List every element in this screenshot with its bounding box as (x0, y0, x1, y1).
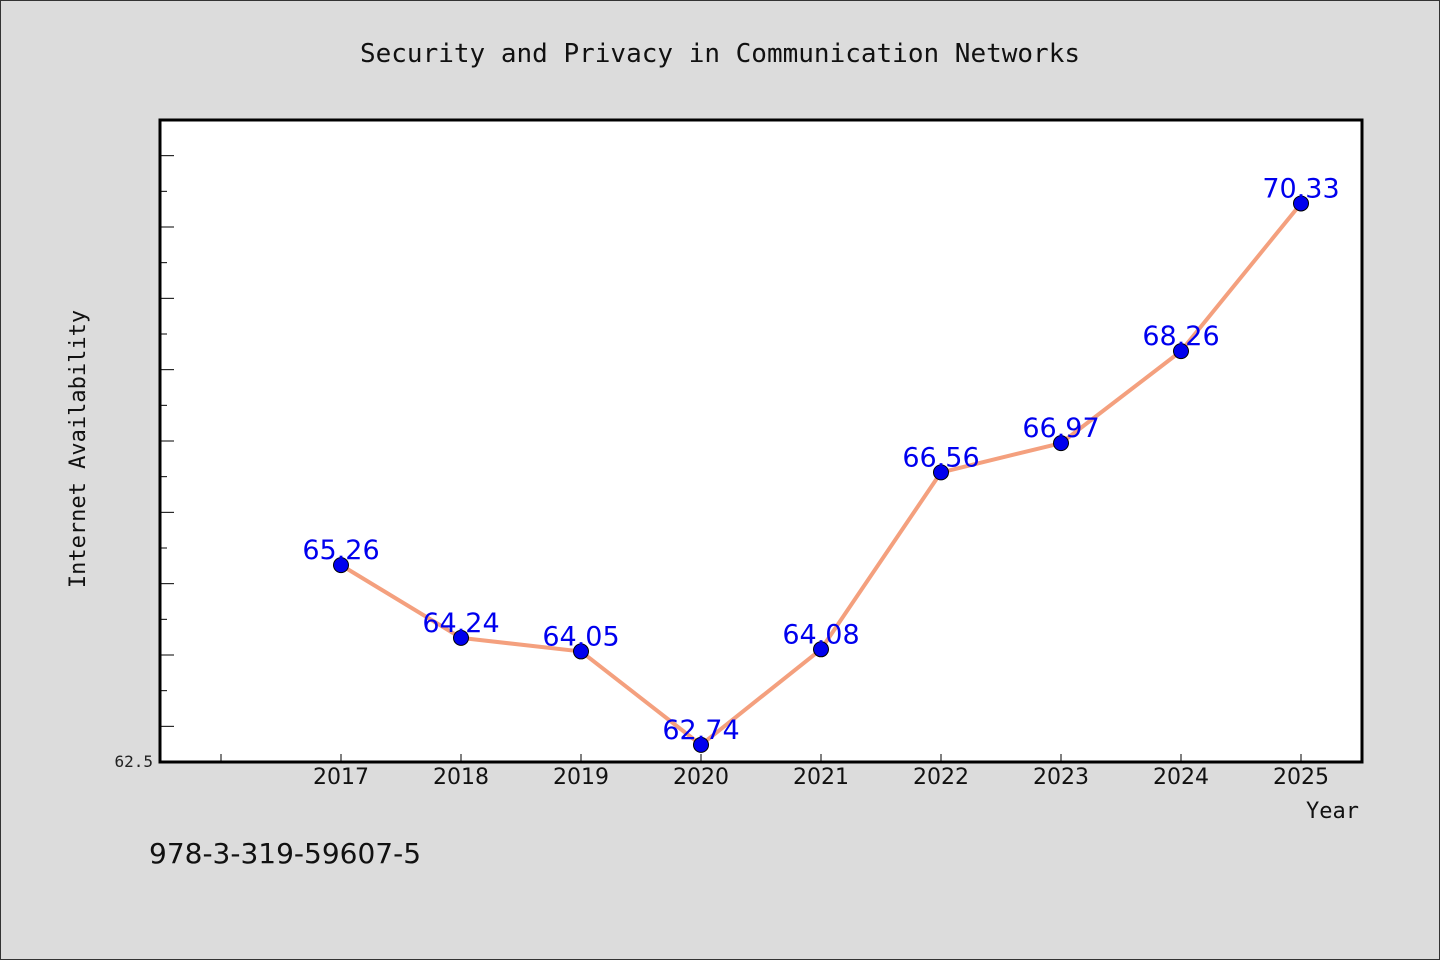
data-label: 66.56 (902, 442, 979, 473)
series-points-group (333, 195, 1309, 753)
data-labels-group: 65.26 64.24 64.05 62.74 64.08 66.56 66.97 68.26… (302, 173, 1339, 745)
plot-area (158, 118, 1364, 764)
data-point (1173, 343, 1189, 360)
x-tick-label: 2019 (553, 765, 609, 790)
data-label: 64.08 (782, 619, 859, 650)
x-tick-label: 2024 (1153, 765, 1209, 790)
data-label: 66.97 (1022, 413, 1099, 444)
x-axis-label: Year (1306, 799, 1359, 824)
data-point (333, 557, 349, 574)
y-tick-label: 62.5 (114, 752, 153, 771)
y-axis-label: Internet Availability (66, 310, 91, 588)
data-label: 70.33 (1262, 173, 1339, 204)
data-point (813, 641, 829, 658)
x-tick-labels: 2017 2018 2019 2020 2021 2022 2023 2024 2025 (313, 765, 1329, 790)
x-tick-label: 2020 (673, 765, 729, 790)
footnote-isbn: 978-3-319-59607-5 (149, 837, 421, 870)
data-label: 64.24 (422, 608, 499, 639)
data-label: 65.26 (302, 535, 379, 566)
data-label: 68.26 (1142, 321, 1219, 352)
data-point (1053, 435, 1069, 452)
chart-title: Security and Privacy in Communication Ne… (360, 39, 1080, 69)
x-tick-label: 2025 (1273, 765, 1329, 790)
x-tick-label: 2017 (313, 765, 369, 790)
data-point (573, 643, 589, 660)
data-point (453, 629, 469, 646)
x-axis-ticks (220, 754, 1302, 762)
data-point (693, 736, 709, 753)
data-point (1293, 195, 1309, 212)
y-axis-ticks (160, 155, 174, 763)
x-tick-label: 2023 (1033, 765, 1089, 790)
x-tick-label: 2022 (913, 765, 969, 790)
x-tick-label: 2021 (793, 765, 849, 790)
data-label: 62.74 (662, 715, 739, 746)
x-tick-label: 2018 (433, 765, 489, 790)
data-label: 64.05 (542, 621, 619, 652)
data-point (933, 464, 949, 481)
